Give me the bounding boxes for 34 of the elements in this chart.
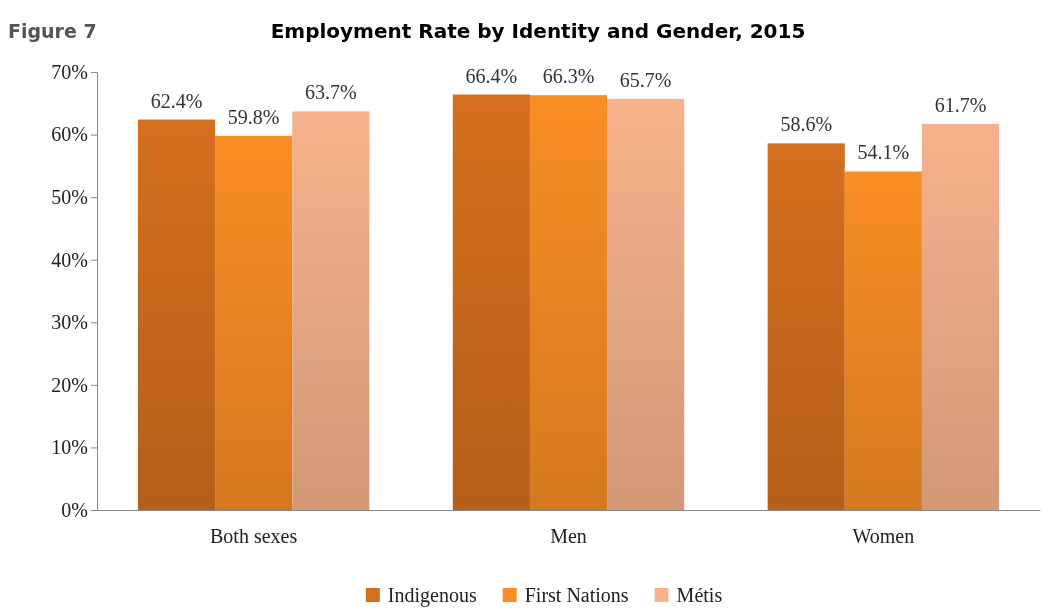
data-label: 66.4%	[465, 64, 518, 87]
data-label: 63.7%	[304, 81, 357, 104]
caption: Figure 7	[8, 20, 97, 42]
bar	[767, 143, 845, 510]
y-tick-label: 70%	[51, 60, 88, 83]
data-label: 66.3%	[542, 65, 595, 88]
data-label: 62.4%	[150, 89, 203, 112]
legend-label: First Nations	[524, 584, 629, 606]
legend-label: Métis	[676, 584, 723, 606]
y-tick-label: 10%	[51, 436, 88, 459]
bar	[529, 95, 608, 510]
bar	[292, 111, 370, 510]
y-tick-label: 40%	[51, 248, 88, 271]
bar	[137, 119, 216, 510]
x-tick-label: Women	[852, 525, 915, 547]
y-tick-label: 30%	[51, 311, 88, 334]
x-tick-label: Men	[550, 525, 587, 547]
data-label: 61.7%	[934, 93, 987, 116]
bar	[844, 171, 922, 510]
bar	[921, 123, 1000, 510]
bar	[607, 98, 685, 510]
y-tick-label: 50%	[51, 186, 88, 209]
data-label: 58.6%	[780, 113, 833, 136]
data-label: 54.1%	[857, 141, 910, 164]
chart-title: Employment Rate by Identity and Gender, 2015	[270, 19, 806, 43]
x-tick-label: Both sexes	[210, 525, 298, 547]
bar	[452, 94, 530, 510]
y-tick-label: 60%	[51, 123, 88, 146]
legend-label: Indigenous	[387, 584, 477, 607]
y-tick-label: 0%	[61, 498, 88, 521]
data-label: 65.7%	[619, 68, 672, 91]
bar	[215, 135, 293, 510]
data-label: 59.8%	[227, 105, 280, 128]
y-tick-label: 20%	[51, 373, 88, 396]
